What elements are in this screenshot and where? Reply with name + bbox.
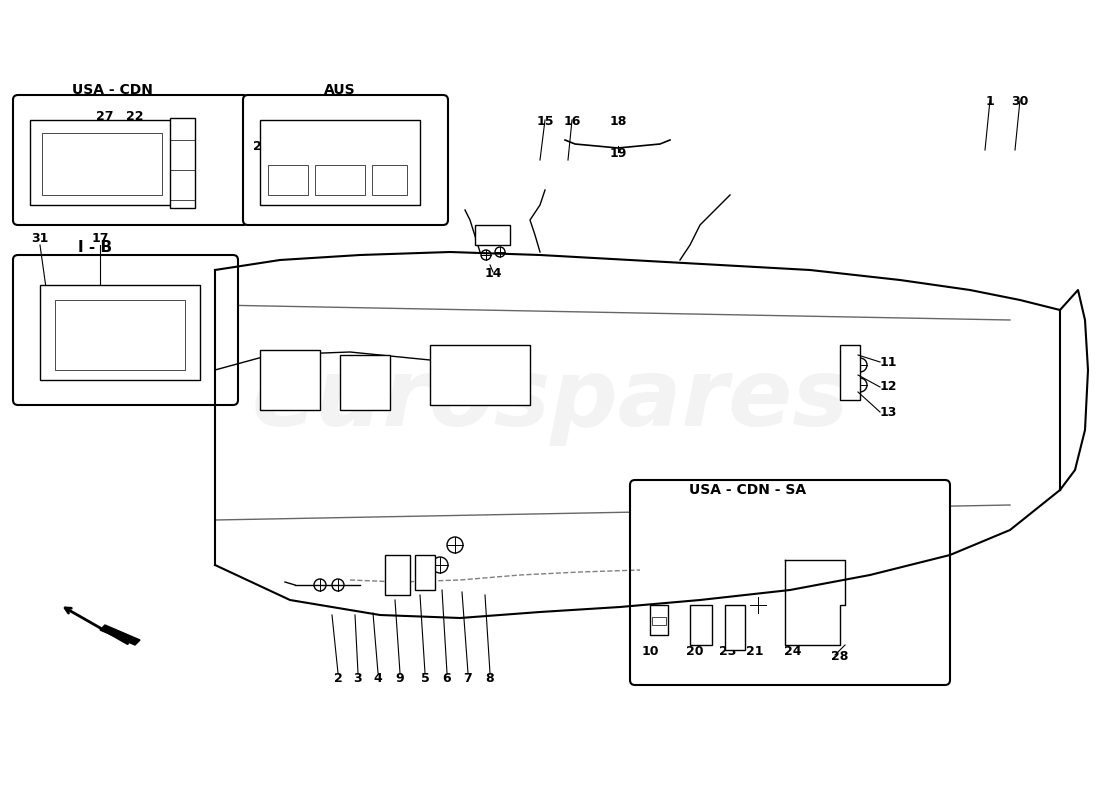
- Bar: [42, 133, 162, 195]
- Bar: [40, 285, 200, 380]
- Text: 6: 6: [442, 671, 451, 685]
- Text: 8: 8: [486, 671, 494, 685]
- Text: 14: 14: [484, 267, 502, 280]
- Bar: [30, 120, 175, 205]
- Bar: [690, 605, 712, 645]
- Text: 12: 12: [880, 381, 898, 394]
- Bar: [430, 345, 530, 405]
- Text: 16: 16: [563, 115, 581, 128]
- Text: 29: 29: [253, 140, 271, 153]
- Text: 19: 19: [609, 147, 627, 160]
- Bar: [415, 555, 434, 590]
- Text: 13: 13: [880, 406, 898, 418]
- Text: 22: 22: [126, 110, 144, 123]
- Text: 24: 24: [784, 645, 802, 658]
- Text: 10: 10: [641, 645, 659, 658]
- Bar: [372, 165, 407, 195]
- Text: 17: 17: [91, 232, 109, 245]
- Bar: [840, 345, 860, 400]
- Text: 15: 15: [537, 115, 553, 128]
- Bar: [385, 555, 410, 595]
- Bar: [650, 605, 668, 635]
- FancyBboxPatch shape: [630, 480, 950, 685]
- Bar: [268, 165, 308, 195]
- Bar: [315, 165, 365, 195]
- Text: 2: 2: [333, 671, 342, 685]
- Text: 1: 1: [986, 95, 994, 108]
- Text: 31: 31: [31, 232, 48, 245]
- Text: 20: 20: [686, 645, 704, 658]
- Text: USA - CDN - SA: USA - CDN - SA: [690, 483, 806, 497]
- Text: 11: 11: [880, 355, 898, 369]
- FancyBboxPatch shape: [13, 95, 247, 225]
- Text: 5: 5: [420, 671, 429, 685]
- Bar: [725, 605, 745, 650]
- Bar: [55, 300, 185, 370]
- Text: 9: 9: [396, 671, 405, 685]
- FancyBboxPatch shape: [13, 255, 238, 405]
- Text: 30: 30: [1011, 95, 1028, 108]
- Text: 4: 4: [374, 671, 383, 685]
- Text: eurospares: eurospares: [251, 354, 849, 446]
- Text: USA - CDN: USA - CDN: [72, 83, 153, 97]
- Text: 27: 27: [97, 110, 113, 123]
- Bar: [340, 355, 390, 410]
- Bar: [260, 350, 320, 410]
- FancyBboxPatch shape: [243, 95, 448, 225]
- Text: 21: 21: [746, 645, 763, 658]
- Text: 25: 25: [69, 172, 87, 185]
- Bar: [260, 120, 420, 205]
- Text: 3: 3: [354, 671, 362, 685]
- Text: 18: 18: [609, 115, 627, 128]
- Text: 7: 7: [463, 671, 472, 685]
- Bar: [170, 118, 195, 208]
- Text: I - B: I - B: [78, 240, 112, 255]
- Bar: [652, 617, 666, 625]
- Text: 23: 23: [719, 645, 737, 658]
- Text: 28: 28: [832, 650, 849, 663]
- Bar: [475, 225, 510, 245]
- Polygon shape: [100, 625, 140, 645]
- Text: AUS: AUS: [324, 83, 355, 97]
- Text: 26: 26: [276, 172, 294, 185]
